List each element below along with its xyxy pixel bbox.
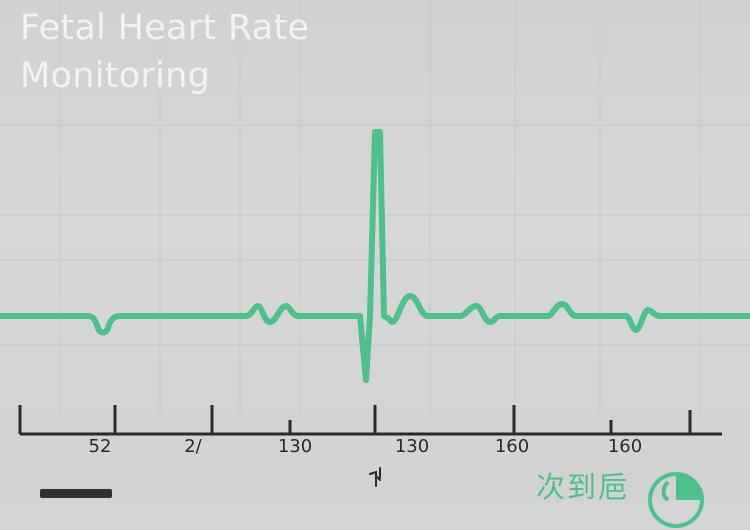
trace-line <box>0 129 750 383</box>
status-circle-icon[interactable] <box>646 470 706 530</box>
title-line-1: Fetal Heart Rate <box>20 8 310 48</box>
axis-tick-label: 52 <box>88 436 112 457</box>
axis-tick-label: 2/ <box>184 436 202 457</box>
heart-rate-trace <box>0 129 750 383</box>
status-text: 次到巵 <box>536 470 630 504</box>
axis-tick-label: 130 <box>277 436 313 457</box>
axis-tick-label: 130 <box>394 436 430 457</box>
cursor-icon[interactable] <box>366 466 386 490</box>
axis-tick-label: 160 <box>607 436 643 457</box>
scroll-handle[interactable] <box>40 489 112 498</box>
time-axis <box>18 405 722 436</box>
axis-tick-label: 160 <box>494 436 530 457</box>
page-title: Fetal Heart Rate Monitoring <box>20 4 380 100</box>
title-line-2: Monitoring <box>20 56 211 96</box>
background-grid <box>0 0 750 420</box>
